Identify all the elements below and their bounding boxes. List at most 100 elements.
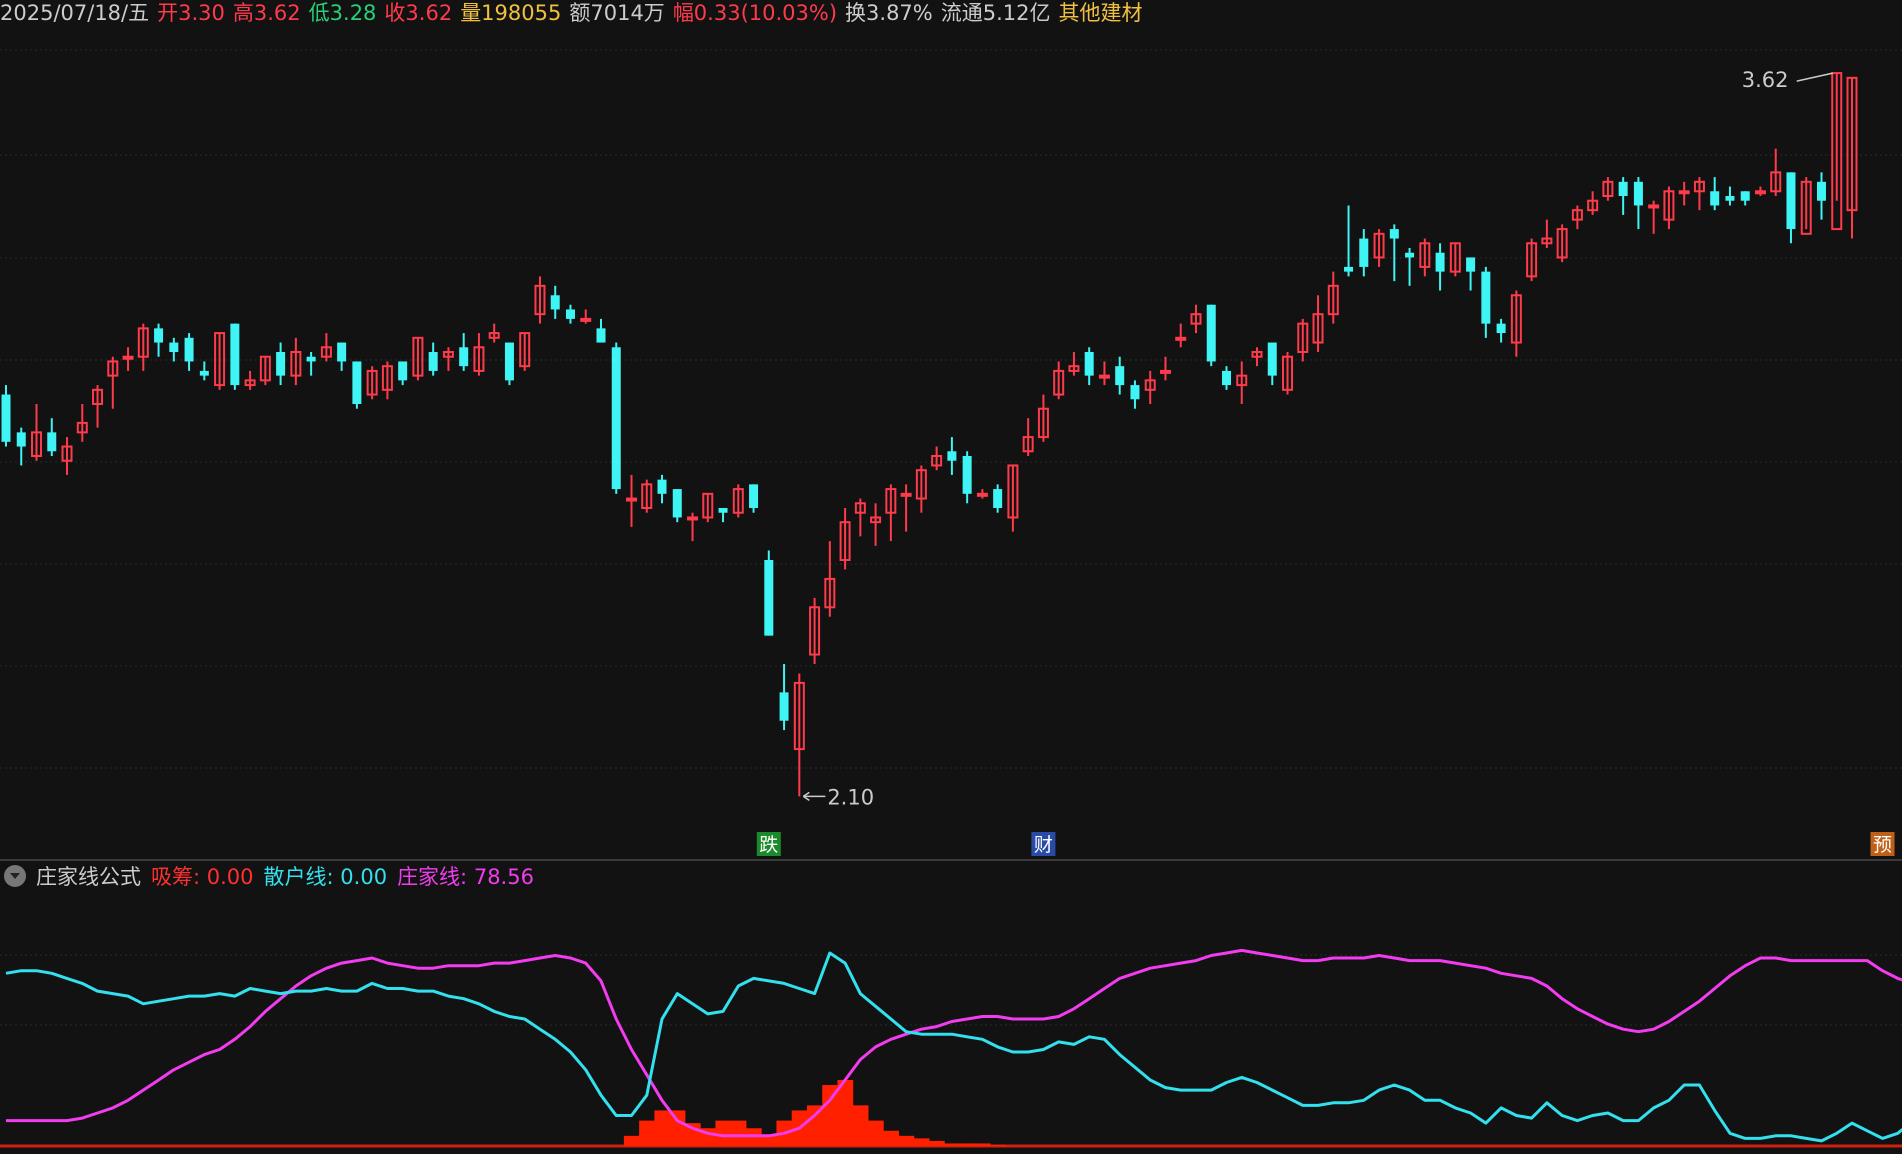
candle-body (1633, 181, 1643, 206)
candle-body (1419, 242, 1431, 268)
price-annotations: 3.62 2.10 (802, 68, 1833, 809)
candle-body (1571, 209, 1583, 221)
candle-body (1267, 342, 1277, 376)
candle-body (962, 456, 972, 494)
candlestick-series (1, 72, 1858, 797)
candle-body (1327, 284, 1339, 316)
candle-body (976, 492, 988, 497)
xichou-bar (944, 1143, 961, 1146)
xichou-bar (990, 1144, 1006, 1146)
candle-body (1816, 181, 1826, 201)
xichou-bar (669, 1110, 686, 1146)
candle-body (824, 577, 836, 609)
candle-body (1144, 379, 1156, 391)
candle-body (1084, 352, 1094, 376)
xichou-bar (715, 1120, 732, 1146)
candle-body (306, 356, 316, 362)
candle-body (290, 351, 302, 377)
xichou-bar (623, 1135, 640, 1146)
candle-body (320, 346, 332, 358)
candle-body (214, 332, 226, 387)
candle-body (839, 521, 851, 562)
candle-body (641, 483, 653, 510)
event-marker-text: 财 (1034, 834, 1053, 856)
candle-body (915, 469, 927, 500)
candle-body (779, 692, 789, 721)
amount: 额7014万 (569, 1, 665, 25)
candle-body (1312, 313, 1324, 344)
xichou-bar (974, 1143, 991, 1146)
zhuangjia-label: 庄家线: 78.56 (397, 865, 534, 889)
candle-body (580, 317, 592, 322)
indicator-name[interactable]: 庄家线公式 (36, 865, 141, 889)
candle-body (107, 360, 119, 377)
candle-body (1, 394, 11, 442)
candle-body (900, 492, 912, 497)
volume: 量198055 (460, 1, 562, 25)
candle-body (1297, 322, 1309, 353)
candle-body (337, 342, 347, 362)
xichou-bar (654, 1110, 671, 1146)
xichou-bar (959, 1143, 976, 1146)
indicator-header: 庄家线公式 吸筹: 0.00 散户线: 0.00 庄家线: 78.56 (0, 862, 544, 892)
candle-body (1022, 436, 1034, 453)
candle-body (92, 388, 104, 405)
candle-body (718, 508, 728, 513)
event-marker-box (1031, 832, 1056, 856)
candle-body (1481, 271, 1491, 324)
candle-body (1556, 228, 1568, 259)
collapse-toggle-icon[interactable] (4, 865, 26, 887)
candle-body (1663, 190, 1675, 221)
candle-body (1541, 237, 1553, 245)
candle-body (519, 332, 531, 368)
candle-body (459, 347, 469, 367)
candle-body (1389, 229, 1399, 239)
candle-body (1359, 238, 1369, 267)
high-price: 高3.62 (232, 1, 301, 25)
candle-body (885, 488, 897, 514)
candle-body (1740, 191, 1750, 201)
candle-body (1068, 365, 1080, 372)
candle-body (1405, 252, 1415, 258)
candle-body (398, 361, 408, 381)
candle-body (611, 347, 621, 490)
candle-body (870, 516, 882, 524)
candle-body (1037, 407, 1049, 439)
candle-body (1251, 351, 1263, 358)
candle-body (1725, 196, 1735, 201)
candle-body (1053, 369, 1065, 396)
xichou-bar (806, 1105, 823, 1146)
candle-body (626, 497, 638, 502)
candle-body (732, 488, 744, 514)
candle-body (169, 342, 179, 352)
candle-body (244, 379, 256, 387)
float-cap: 流通5.12亿 (940, 1, 1051, 25)
candle-body (1221, 370, 1231, 386)
xichou-bar (913, 1138, 930, 1146)
candle-body (1282, 355, 1294, 391)
candle-body (1007, 464, 1019, 519)
xichou-bar (867, 1120, 884, 1146)
change-pct: 幅0.33(10.03%) (672, 1, 838, 25)
quote-info-bar: 2025/07/18/五 开3.30 高3.62 低3.28 收3.62 量198055 额… (0, 0, 1151, 30)
candle-body (1800, 180, 1812, 235)
candle-body (442, 351, 454, 358)
close-price: 收3.62 (384, 1, 453, 25)
candle-body (184, 337, 194, 362)
candle-body (31, 431, 43, 458)
candle-body (352, 361, 362, 404)
sector-label[interactable]: 其他建材 (1058, 1, 1143, 25)
candle-body (1344, 266, 1354, 272)
candle-body (1648, 204, 1660, 209)
xichou-bar (883, 1130, 899, 1146)
candle-body (76, 421, 88, 434)
magenta-line (6, 948, 1902, 1138)
xichou-bar (822, 1085, 838, 1146)
event-markers: 跌财预张 (756, 832, 1895, 856)
candle-body (1130, 385, 1140, 400)
candle-body (1831, 72, 1843, 231)
event-marker-text: 跌 (759, 834, 778, 856)
xichou-bar (761, 1135, 777, 1146)
candle-body (1159, 369, 1171, 374)
